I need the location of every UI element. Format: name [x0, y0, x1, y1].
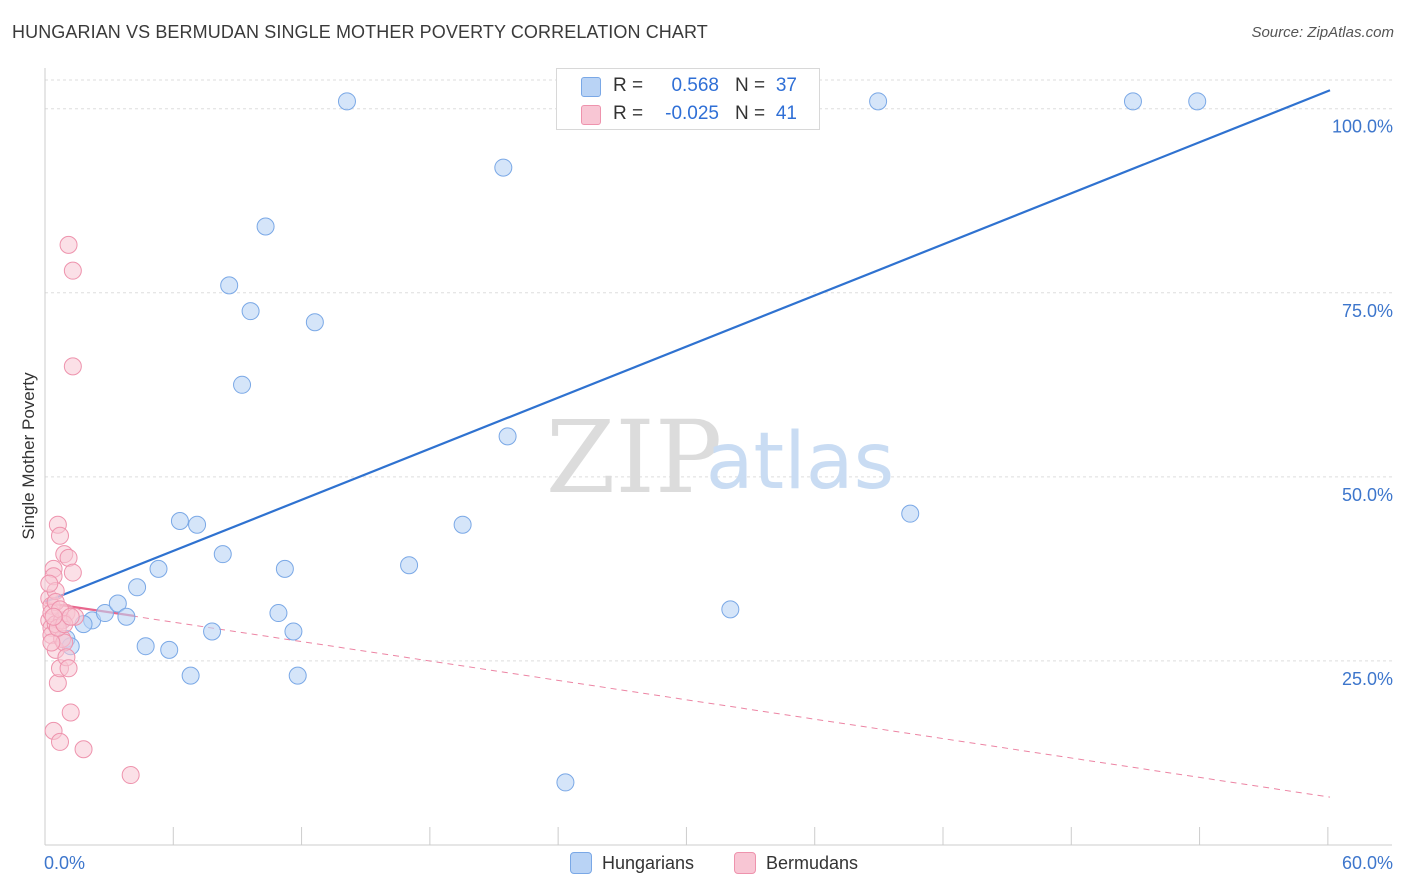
hungarians-point [256, 217, 275, 236]
bermudans-r-label: R = [613, 103, 644, 124]
legend-item-bermudans[interactable]: Bermudans [734, 852, 858, 874]
legend-swatch-hungarians [570, 852, 592, 874]
hungarians-point [269, 604, 288, 623]
hungarians-point [181, 666, 200, 685]
bermudans-swatch [581, 105, 601, 125]
bermudans-n-value: 41 [775, 103, 797, 124]
hungarians-point [203, 622, 222, 641]
hungarians-n-label: N = [735, 75, 766, 96]
bermudans-point [48, 674, 67, 693]
watermark-atlas: atlas [706, 417, 895, 507]
hungarians-point [901, 504, 920, 523]
hungarians-point [400, 556, 419, 575]
stats-row-hungarians: R = 0.568 N = 37 [557, 72, 821, 100]
hungarians-point [556, 773, 575, 792]
hungarians-point [188, 515, 207, 534]
hungarians-point [494, 158, 513, 177]
bermudans-point [63, 261, 82, 280]
hungarians-point [721, 600, 740, 619]
hungarians-point [117, 607, 136, 626]
hungarians-point [498, 427, 517, 446]
bermudans-point [61, 703, 80, 722]
tick-labels: 25.0% 50.0% 75.0% 100.0% 0.0% 60.0% [44, 117, 1393, 873]
bermudans-point [74, 740, 93, 759]
hungarians-point [869, 92, 888, 111]
bermudans-point [50, 526, 69, 545]
y-tick-label: 75.0% [1342, 301, 1393, 321]
gridlines [45, 79, 1392, 662]
hungarians-point [136, 637, 155, 656]
hungarians-point [275, 559, 294, 578]
source-label: Source: ZipAtlas.com [1251, 24, 1394, 41]
bermudans-point [59, 235, 78, 254]
hungarians-point [149, 559, 168, 578]
x-tick-label-right: 60.0% [1342, 853, 1393, 873]
hungarians-point [1123, 92, 1142, 111]
bermudans-point [63, 357, 82, 376]
y-axis-label: Single Mother Poverty [19, 372, 38, 540]
legend-swatch-bermudans [734, 852, 756, 874]
watermark: ZIP atlas [546, 399, 894, 516]
x-tick-label-left: 0.0% [44, 853, 85, 873]
hungarians-point [220, 276, 239, 295]
hungarians-point [108, 594, 127, 613]
bermudans-point [59, 659, 78, 678]
hungarians-point [288, 666, 307, 685]
hungarians-point [1188, 92, 1207, 111]
hungarians-r-label: R = [613, 75, 644, 96]
hungarians-point [284, 622, 303, 641]
bermudans-point [61, 607, 80, 626]
bermudans-point [40, 574, 59, 593]
hungarians-point [241, 302, 260, 321]
watermark-zip: ZIP [546, 399, 722, 516]
y-tick-label: 100.0% [1332, 117, 1393, 137]
hungarians-trend-line [44, 89, 1331, 604]
bermudans-point [44, 607, 63, 626]
hungarians-point [233, 375, 252, 394]
hungarians-point [160, 640, 179, 659]
bermudans-r-value: -0.025 [665, 103, 719, 124]
legend-item-hungarians[interactable]: Hungarians [570, 852, 694, 874]
series-legend: Hungarians Bermudans [0, 852, 1406, 880]
legend-label-bermudans: Bermudans [766, 852, 859, 873]
chart-title: HUNGARIAN VS BERMUDAN SINGLE MOTHER POVE… [12, 22, 708, 42]
hungarians-point [213, 545, 232, 564]
legend-label-hungarians: Hungarians [602, 852, 695, 873]
bermudans-trend-line-extended [44, 602, 1331, 798]
hungarians-point [170, 512, 189, 531]
stats-legend: R = 0.568 N = 37 R = -0.025 N = 41 [556, 68, 820, 130]
hungarians-swatch [581, 77, 601, 97]
data-points [40, 92, 1207, 792]
bermudans-point [50, 732, 69, 751]
hungarians-point [95, 604, 114, 623]
bermudans-point [121, 766, 140, 785]
hungarians-n-value: 37 [775, 75, 797, 96]
hungarians-point [337, 92, 356, 111]
hungarians-r-value: 0.568 [671, 75, 719, 96]
y-tick-label: 25.0% [1342, 669, 1393, 689]
bermudans-point [63, 563, 82, 582]
hungarians-point [305, 313, 324, 332]
y-tick-label: 50.0% [1342, 485, 1393, 505]
hungarians-point [128, 578, 147, 597]
hungarians-point [453, 515, 472, 534]
bermudans-n-label: N = [735, 103, 766, 124]
axes [44, 68, 1392, 846]
stats-row-bermudans: R = -0.025 N = 41 [557, 100, 821, 128]
